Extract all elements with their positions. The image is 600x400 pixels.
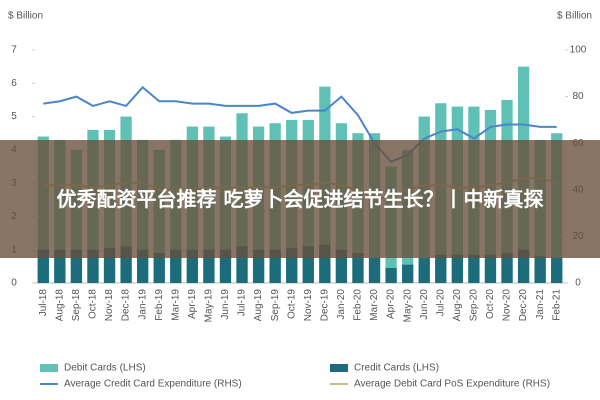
x-tick-label: Jul-20 — [435, 289, 446, 317]
x-tick-label: Sep-20 — [469, 289, 480, 322]
line — [43, 85, 557, 164]
bar — [352, 253, 364, 283]
x-tick-label: Aug-19 — [253, 289, 264, 322]
x-tick-label: Apr-19 — [187, 289, 198, 319]
x-tick-label: Apr-20 — [386, 289, 397, 319]
headline-banner: 优秀配资平台推荐 吃萝卜会促进结节生长？丨中新真探 — [0, 140, 600, 258]
x-tick-label: Feb-20 — [353, 289, 364, 321]
x-tick-label: Nov-19 — [303, 289, 314, 322]
x-tick-label: Mar-19 — [170, 289, 181, 321]
legend-label: Average Debit Card PoS Expenditure (RHS) — [354, 379, 550, 390]
x-tick-label: Dec-20 — [518, 289, 529, 322]
bar — [252, 249, 265, 283]
x-tick-label: Jun-20 — [419, 289, 430, 320]
bar — [37, 249, 49, 283]
bar — [70, 249, 83, 283]
y-tick-label: 6 — [11, 78, 17, 89]
x-tick-label: Sep-19 — [270, 289, 281, 322]
bar — [137, 249, 149, 283]
x-tick-label: Oct-19 — [286, 289, 297, 319]
y2-tick-label: 0 — [575, 278, 581, 289]
bar — [517, 249, 530, 283]
x-tick-label: Oct-18 — [88, 289, 99, 319]
x-tick-label: Jun-19 — [220, 289, 231, 320]
bar — [186, 249, 198, 283]
legend-swatch — [40, 364, 58, 372]
bar — [120, 246, 132, 283]
bar — [54, 249, 66, 283]
y2-axis-title: $ Billion — [557, 11, 592, 22]
bar — [236, 246, 248, 283]
legend-label: Debit Cards (LHS) — [64, 363, 146, 374]
y2-tick-label: 80 — [572, 91, 584, 102]
bar — [286, 248, 298, 283]
bar — [203, 249, 215, 283]
bar — [468, 254, 480, 283]
bar — [402, 264, 414, 283]
x-tick-label: Jul-19 — [237, 289, 248, 317]
headline: 优秀配资平台推荐 吃萝卜会促进结节生长？丨中新真探 — [56, 187, 544, 211]
x-tick-label: Dec-19 — [319, 289, 330, 322]
bar — [418, 258, 430, 283]
y-tick-label: 5 — [11, 111, 17, 122]
x-tick-label: Jul-18 — [38, 289, 49, 317]
x-tick-label: Jan-21 — [535, 289, 546, 320]
y-axis-title: $ Billion — [8, 11, 43, 22]
bar — [302, 246, 314, 283]
legend-label: Credit Cards (LHS) — [354, 363, 439, 374]
bar — [484, 254, 497, 283]
bar — [103, 248, 116, 283]
x-tick-label: Feb-21 — [551, 289, 562, 321]
x-tick-label: Jan-20 — [336, 289, 347, 320]
bar — [501, 253, 513, 283]
legend-label: Average Credit Card Expenditure (RHS) — [64, 379, 242, 390]
bar — [534, 256, 546, 283]
x-tick-label: May-19 — [204, 289, 215, 323]
x-tick-label: Oct-20 — [485, 289, 496, 319]
bar — [269, 249, 281, 283]
x-tick-label: May-20 — [402, 289, 413, 323]
bar — [219, 249, 232, 283]
x-tick-label: Aug-18 — [54, 289, 65, 322]
x-tick-label: Sep-18 — [71, 289, 82, 322]
y2-tick-label: 100 — [570, 45, 587, 56]
bar — [385, 268, 397, 283]
bar — [551, 258, 563, 283]
bar — [335, 249, 348, 283]
bar — [451, 254, 463, 283]
x-tick-label: Nov-18 — [104, 289, 115, 322]
y-tick-label: 0 — [11, 278, 17, 289]
bar — [153, 253, 165, 283]
legend-swatch — [330, 364, 348, 372]
bar — [319, 244, 331, 283]
bar — [170, 249, 182, 283]
x-tick-label: Nov-20 — [502, 289, 513, 322]
y-tick-label: 7 — [11, 45, 17, 56]
x-tick-label: Dec-18 — [121, 289, 132, 322]
x-tick-label: Jan-19 — [137, 289, 148, 320]
bar — [87, 249, 99, 283]
x-tick-label: Feb-19 — [154, 289, 165, 321]
bar — [435, 254, 447, 283]
bar — [368, 258, 381, 283]
x-tick-label: Aug-20 — [452, 289, 463, 322]
x-tick-label: Mar-20 — [369, 289, 380, 321]
